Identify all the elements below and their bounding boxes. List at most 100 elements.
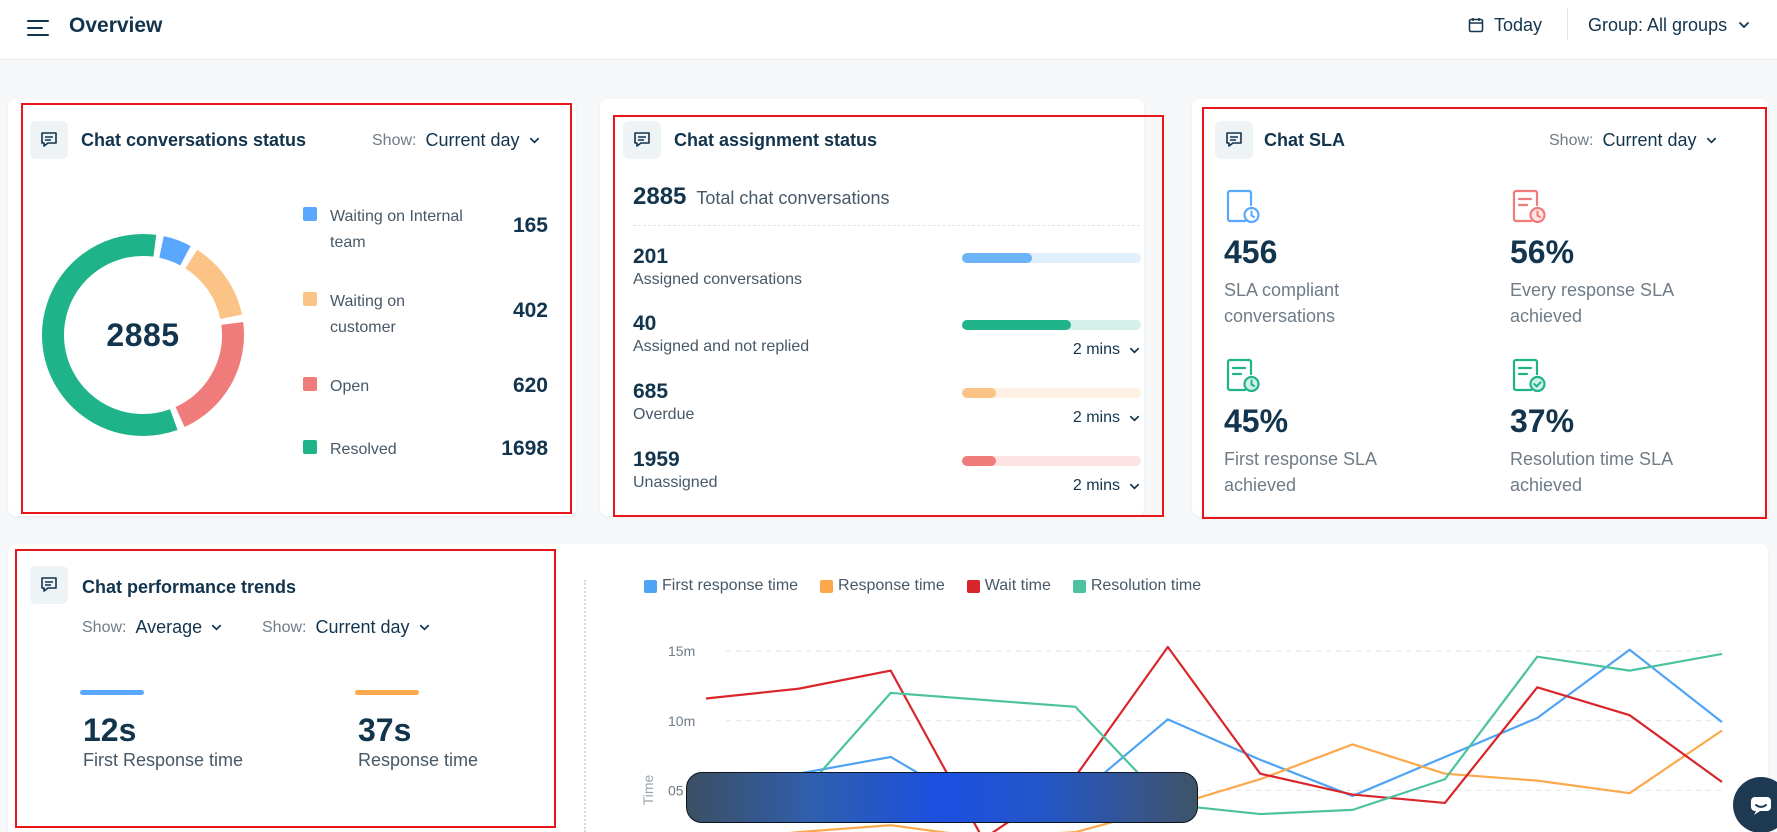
legend-item[interactable]: First response time bbox=[644, 577, 798, 595]
legend-value: 620 bbox=[512, 374, 548, 397]
show-label: Show: bbox=[372, 131, 417, 149]
show-value: Current day bbox=[315, 617, 410, 637]
sla-clock-icon bbox=[1226, 189, 1260, 224]
sla-metric: 456 SLA compliant conversations bbox=[1224, 187, 1464, 337]
assignment-row: 201 Assigned conversations bbox=[633, 245, 1141, 305]
chat-sla-card bbox=[1192, 99, 1768, 516]
group-filter-dropdown[interactable]: Group: All groups bbox=[1588, 12, 1751, 38]
series-line-response-time[interactable] bbox=[706, 729, 1723, 832]
legend-item[interactable]: Response time bbox=[820, 577, 945, 595]
card-title: Chat SLA bbox=[1264, 130, 1345, 150]
chevron-down-icon bbox=[1129, 347, 1140, 354]
donut-segment-2[interactable] bbox=[185, 249, 242, 320]
metric-label: First Response time bbox=[83, 750, 244, 770]
legend-item[interactable]: Resolution time bbox=[1072, 577, 1202, 595]
metric-color-bar bbox=[355, 690, 419, 695]
legend-label: Wait time bbox=[984, 577, 1051, 594]
card-title: Chat assignment status bbox=[674, 130, 878, 150]
legend-item[interactable]: Wait time bbox=[966, 577, 1051, 595]
series-line-resolution-time[interactable] bbox=[705, 652, 1723, 820]
time-threshold-dropdown[interactable]: 2 mins bbox=[1073, 409, 1141, 427]
total-label: Total chat conversations bbox=[696, 188, 890, 208]
chat-assignment-status-card bbox=[600, 99, 1144, 516]
resolution-check-icon bbox=[1512, 358, 1546, 393]
y-tick-label: 10m bbox=[668, 713, 695, 729]
date-filter-button[interactable]: Today bbox=[1468, 12, 1542, 38]
legend-label: First response time bbox=[662, 577, 799, 594]
series-line-first-response-time[interactable] bbox=[705, 648, 1723, 813]
legend-swatch bbox=[303, 440, 317, 454]
legend-value: 1698 bbox=[501, 437, 548, 460]
legend-label: Resolution time bbox=[1090, 577, 1202, 594]
legend-swatch bbox=[1072, 579, 1086, 593]
sla-metric: 37% Resolution time SLA achieved bbox=[1510, 356, 1750, 506]
series-line-wait-time[interactable] bbox=[705, 645, 1723, 832]
response-clock-icon bbox=[1512, 189, 1546, 224]
row-value: 1959 bbox=[633, 448, 680, 471]
progress-fill bbox=[962, 320, 1072, 330]
row-value: 201 bbox=[633, 245, 669, 268]
y-tick-label: 05 bbox=[668, 782, 684, 798]
highlight-box bbox=[613, 115, 1164, 517]
legend-label: Open bbox=[330, 378, 370, 395]
performance-trend-chart: 15m 10m 05 Time bbox=[640, 643, 1723, 832]
chart-legend: First response time Response time Wait t… bbox=[644, 577, 1201, 595]
donut-segment-4[interactable] bbox=[42, 234, 178, 436]
progress-track bbox=[962, 320, 1141, 330]
menu-icon[interactable] bbox=[26, 16, 50, 40]
total-conversations: 2885 Total chat conversations bbox=[633, 183, 890, 211]
chat-icon bbox=[30, 121, 68, 159]
show-period-dropdown[interactable]: Show: Current day bbox=[1549, 130, 1718, 151]
legend-label: Waiting on Internal team bbox=[330, 208, 463, 251]
legend-swatch bbox=[644, 579, 657, 593]
legend-label: Waiting on customer bbox=[330, 293, 405, 336]
donut-total-value: 2885 bbox=[106, 317, 180, 353]
donut-segment-1[interactable] bbox=[158, 236, 191, 266]
time-threshold-dropdown[interactable]: 2 mins bbox=[1073, 477, 1141, 495]
show-period-dropdown[interactable]: Show: Current day bbox=[262, 617, 431, 638]
status-donut-chart bbox=[42, 234, 244, 436]
total-value: 2885 bbox=[633, 183, 687, 210]
top-bar: Overview Today Group: All groups bbox=[0, 0, 1777, 60]
show-value: Average bbox=[135, 617, 203, 637]
performance-metric: 37s Response time bbox=[355, 690, 555, 780]
row-value: 685 bbox=[633, 380, 669, 403]
chat-widget-button[interactable] bbox=[1733, 777, 1777, 832]
time-threshold-dropdown[interactable]: 2 mins bbox=[1073, 341, 1141, 359]
group-filter-label: Group: All groups bbox=[1588, 14, 1728, 35]
time-threshold-value: 2 mins bbox=[1072, 409, 1120, 426]
row-label: Assigned conversations bbox=[633, 271, 802, 288]
chat-icon bbox=[1215, 121, 1253, 159]
chevron-down-icon bbox=[1739, 22, 1749, 29]
show-label: Show: bbox=[82, 618, 127, 636]
donut-segment-3[interactable] bbox=[175, 322, 244, 428]
progress-fill bbox=[962, 388, 996, 398]
metric-color-bar bbox=[80, 690, 144, 695]
sla-metric: 56% Every response SLA achieved bbox=[1510, 187, 1750, 337]
show-label: Show: bbox=[1549, 131, 1594, 149]
sla-metric: 45% First response SLA achieved bbox=[1224, 356, 1464, 506]
y-tick-label: 15m bbox=[668, 643, 695, 659]
chevron-down-icon bbox=[1706, 137, 1716, 144]
metric-value: 37s bbox=[358, 712, 412, 748]
progress-track bbox=[962, 456, 1141, 466]
highlight-box bbox=[21, 103, 572, 514]
sla-value: 37% bbox=[1510, 403, 1575, 439]
section-divider bbox=[584, 580, 586, 832]
calendar-icon bbox=[1468, 18, 1484, 33]
assignment-row: 40 Assigned and not replied 2 mins bbox=[633, 312, 1141, 372]
show-period-dropdown[interactable]: Show: Current day bbox=[372, 130, 541, 151]
show-value: Current day bbox=[425, 130, 520, 150]
time-threshold-value: 2 mins bbox=[1072, 341, 1120, 358]
first-response-clock-icon bbox=[1226, 358, 1260, 393]
row-value: 40 bbox=[633, 312, 657, 335]
date-filter-label: Today bbox=[1494, 14, 1543, 35]
assignment-row: 685 Overdue 2 mins bbox=[633, 380, 1141, 440]
show-label: Show: bbox=[262, 618, 307, 636]
legend-item: Waiting on customer 402 bbox=[303, 289, 548, 343]
metric-label: Response time bbox=[358, 750, 479, 770]
aggregation-dropdown[interactable]: Show: Average bbox=[82, 617, 223, 638]
legend-item: Resolved 1698 bbox=[303, 437, 548, 467]
chat-bubble-icon bbox=[1751, 797, 1771, 815]
chevron-down-icon bbox=[1129, 483, 1140, 490]
